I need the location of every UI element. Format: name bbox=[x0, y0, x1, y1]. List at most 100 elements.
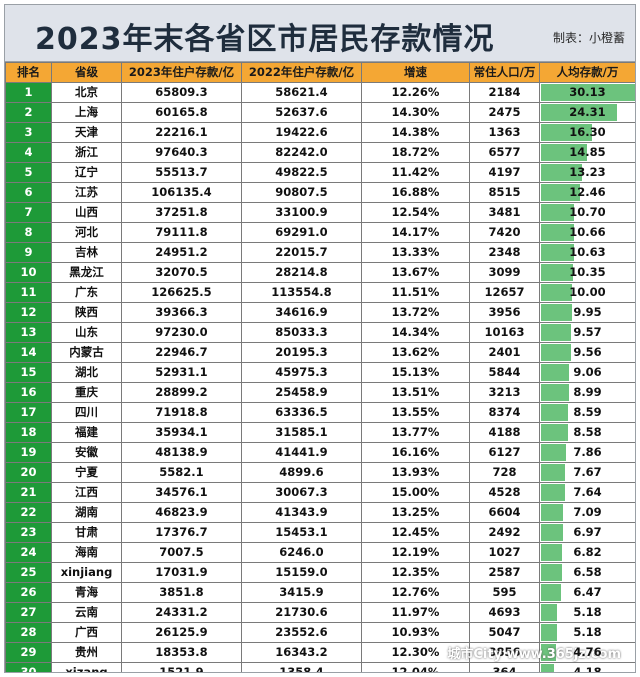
growth-cell[interactable]: 12.26% bbox=[361, 82, 470, 103]
deposit-2022-cell[interactable]: 3415.9 bbox=[241, 582, 362, 603]
growth-cell[interactable]: 12.35% bbox=[361, 562, 470, 583]
rank-cell[interactable]: 4 bbox=[5, 142, 52, 163]
deposit-2022-cell[interactable]: 58621.4 bbox=[241, 82, 362, 103]
growth-cell[interactable]: 14.34% bbox=[361, 322, 470, 343]
growth-cell[interactable]: 13.51% bbox=[361, 382, 470, 403]
province-cell[interactable]: 内蒙古 bbox=[51, 342, 122, 363]
province-cell[interactable]: 湖南 bbox=[51, 502, 122, 523]
population-cell[interactable]: 2401 bbox=[469, 342, 540, 363]
rank-cell[interactable]: 15 bbox=[5, 362, 52, 383]
population-cell[interactable]: 595 bbox=[469, 582, 540, 603]
rank-cell[interactable]: 16 bbox=[5, 382, 52, 403]
province-cell[interactable]: 山西 bbox=[51, 202, 122, 223]
growth-cell[interactable]: 16.88% bbox=[361, 182, 470, 203]
province-cell[interactable]: 青海 bbox=[51, 582, 122, 603]
per-capita-cell[interactable]: 6.82 bbox=[539, 542, 635, 563]
deposit-2023-cell[interactable]: 65809.3 bbox=[121, 82, 242, 103]
deposit-2022-cell[interactable]: 41441.9 bbox=[241, 442, 362, 463]
population-cell[interactable]: 4528 bbox=[469, 482, 540, 503]
deposit-2023-cell[interactable]: 37251.8 bbox=[121, 202, 242, 223]
rank-cell[interactable]: 20 bbox=[5, 462, 52, 483]
province-cell[interactable]: 天津 bbox=[51, 122, 122, 143]
population-cell[interactable]: 4197 bbox=[469, 162, 540, 183]
population-cell[interactable]: 8374 bbox=[469, 402, 540, 423]
deposit-2022-cell[interactable]: 41343.9 bbox=[241, 502, 362, 523]
growth-cell[interactable]: 12.54% bbox=[361, 202, 470, 223]
province-cell[interactable]: 辽宁 bbox=[51, 162, 122, 183]
deposit-2023-cell[interactable]: 28899.2 bbox=[121, 382, 242, 403]
population-cell[interactable]: 2587 bbox=[469, 562, 540, 583]
growth-cell[interactable]: 12.30% bbox=[361, 642, 470, 663]
rank-cell[interactable]: 19 bbox=[5, 442, 52, 463]
deposit-2022-cell[interactable]: 6246.0 bbox=[241, 542, 362, 563]
growth-cell[interactable]: 15.00% bbox=[361, 482, 470, 503]
growth-cell[interactable]: 13.77% bbox=[361, 422, 470, 443]
deposit-2023-cell[interactable]: 22216.1 bbox=[121, 122, 242, 143]
rank-cell[interactable]: 10 bbox=[5, 262, 52, 283]
growth-cell[interactable]: 14.38% bbox=[361, 122, 470, 143]
rank-cell[interactable]: 28 bbox=[5, 622, 52, 643]
per-capita-cell[interactable]: 4.18 bbox=[539, 662, 635, 672]
per-capita-cell[interactable]: 5.18 bbox=[539, 602, 635, 623]
per-capita-cell[interactable]: 5.18 bbox=[539, 622, 635, 643]
rank-cell[interactable]: 11 bbox=[5, 282, 52, 303]
population-cell[interactable]: 10163 bbox=[469, 322, 540, 343]
province-cell[interactable]: 福建 bbox=[51, 422, 122, 443]
per-capita-cell[interactable]: 13.23 bbox=[539, 162, 635, 183]
rank-cell[interactable]: 23 bbox=[5, 522, 52, 543]
header-deposit-2023[interactable]: 2023年住户存款/亿 bbox=[121, 62, 242, 83]
rank-cell[interactable]: 6 bbox=[5, 182, 52, 203]
per-capita-cell[interactable]: 10.00 bbox=[539, 282, 635, 303]
deposit-2023-cell[interactable]: 97640.3 bbox=[121, 142, 242, 163]
per-capita-cell[interactable]: 30.13 bbox=[539, 82, 635, 103]
population-cell[interactable]: 3481 bbox=[469, 202, 540, 223]
deposit-2023-cell[interactable]: 126625.5 bbox=[121, 282, 242, 303]
per-capita-cell[interactable]: 8.59 bbox=[539, 402, 635, 423]
province-cell[interactable]: 北京 bbox=[51, 82, 122, 103]
province-cell[interactable]: 江西 bbox=[51, 482, 122, 503]
per-capita-cell[interactable]: 7.67 bbox=[539, 462, 635, 483]
per-capita-cell[interactable]: 16.30 bbox=[539, 122, 635, 143]
deposit-2023-cell[interactable]: 55513.7 bbox=[121, 162, 242, 183]
deposit-2022-cell[interactable]: 82242.0 bbox=[241, 142, 362, 163]
population-cell[interactable]: 4693 bbox=[469, 602, 540, 623]
deposit-2022-cell[interactable]: 20195.3 bbox=[241, 342, 362, 363]
population-cell[interactable]: 2348 bbox=[469, 242, 540, 263]
deposit-2022-cell[interactable]: 15159.0 bbox=[241, 562, 362, 583]
deposit-2022-cell[interactable]: 22015.7 bbox=[241, 242, 362, 263]
population-cell[interactable]: 2492 bbox=[469, 522, 540, 543]
deposit-2023-cell[interactable]: 5582.1 bbox=[121, 462, 242, 483]
population-cell[interactable]: 6604 bbox=[469, 502, 540, 523]
deposit-2022-cell[interactable]: 23552.6 bbox=[241, 622, 362, 643]
province-cell[interactable]: 江苏 bbox=[51, 182, 122, 203]
deposit-2022-cell[interactable]: 16343.2 bbox=[241, 642, 362, 663]
province-cell[interactable]: 湖北 bbox=[51, 362, 122, 383]
deposit-2023-cell[interactable]: 24951.2 bbox=[121, 242, 242, 263]
growth-cell[interactable]: 11.42% bbox=[361, 162, 470, 183]
population-cell[interactable]: 7420 bbox=[469, 222, 540, 243]
deposit-2022-cell[interactable]: 25458.9 bbox=[241, 382, 362, 403]
province-cell[interactable]: 广西 bbox=[51, 622, 122, 643]
deposit-2023-cell[interactable]: 34576.1 bbox=[121, 482, 242, 503]
deposit-2023-cell[interactable]: 26125.9 bbox=[121, 622, 242, 643]
province-cell[interactable]: 浙江 bbox=[51, 142, 122, 163]
per-capita-cell[interactable]: 10.63 bbox=[539, 242, 635, 263]
per-capita-cell[interactable]: 12.46 bbox=[539, 182, 635, 203]
province-cell[interactable]: 广东 bbox=[51, 282, 122, 303]
per-capita-cell[interactable]: 14.85 bbox=[539, 142, 635, 163]
growth-cell[interactable]: 13.62% bbox=[361, 342, 470, 363]
rank-cell[interactable]: 18 bbox=[5, 422, 52, 443]
rank-cell[interactable]: 2 bbox=[5, 102, 52, 123]
province-cell[interactable]: 河北 bbox=[51, 222, 122, 243]
per-capita-cell[interactable]: 10.66 bbox=[539, 222, 635, 243]
population-cell[interactable]: 6577 bbox=[469, 142, 540, 163]
population-cell[interactable]: 2475 bbox=[469, 102, 540, 123]
rank-cell[interactable]: 29 bbox=[5, 642, 52, 663]
growth-cell[interactable]: 16.16% bbox=[361, 442, 470, 463]
growth-cell[interactable]: 11.51% bbox=[361, 282, 470, 303]
growth-cell[interactable]: 13.93% bbox=[361, 462, 470, 483]
growth-cell[interactable]: 13.72% bbox=[361, 302, 470, 323]
rank-cell[interactable]: 30 bbox=[5, 662, 52, 672]
per-capita-cell[interactable]: 24.31 bbox=[539, 102, 635, 123]
population-cell[interactable]: 1363 bbox=[469, 122, 540, 143]
